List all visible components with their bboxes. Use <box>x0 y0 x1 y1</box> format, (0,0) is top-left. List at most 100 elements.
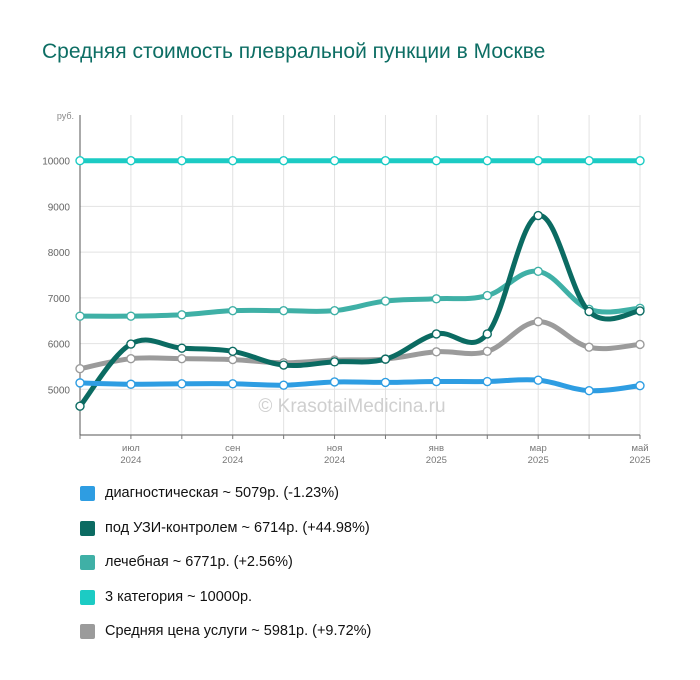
legend-item[interactable]: Средняя цена услуги ~ 5981р. (+9.72%) <box>80 622 371 657</box>
x-tick-label-year: 2024 <box>120 455 141 466</box>
data-point[interactable] <box>380 296 391 306</box>
data-point[interactable] <box>278 360 289 370</box>
data-point[interactable] <box>177 379 187 389</box>
data-point[interactable] <box>75 378 85 388</box>
x-tick-label-year: 2025 <box>629 455 650 466</box>
data-point[interactable] <box>635 306 645 316</box>
legend-item[interactable]: диагностическая ~ 5079р. (-1.23%) <box>80 484 371 519</box>
x-tick-label-year: 2024 <box>222 455 243 466</box>
data-point[interactable] <box>329 156 340 166</box>
legend-swatch <box>80 486 95 501</box>
data-point[interactable] <box>177 156 187 166</box>
data-point[interactable] <box>278 380 289 390</box>
data-point[interactable] <box>533 156 543 166</box>
data-point[interactable] <box>482 290 492 301</box>
series-под-УЗИ-контролем <box>75 210 645 411</box>
legend-swatch <box>80 555 95 570</box>
data-point[interactable] <box>329 305 340 316</box>
x-tick-label-month: май <box>631 443 648 454</box>
data-point[interactable] <box>431 376 442 387</box>
data-point[interactable] <box>177 353 187 364</box>
series-line <box>77 213 643 409</box>
series-диагностическая <box>75 375 645 396</box>
data-point[interactable] <box>126 379 136 389</box>
data-point[interactable] <box>533 316 543 327</box>
data-point[interactable] <box>75 156 85 166</box>
data-point[interactable] <box>431 156 442 166</box>
series-group <box>75 156 645 411</box>
data-point[interactable] <box>75 401 85 411</box>
y-tick-label: 5000 <box>48 385 71 396</box>
x-tick-label-year: 2025 <box>528 455 549 466</box>
y-tick-label: 6000 <box>48 340 71 351</box>
x-tick-label-year: 2025 <box>426 455 447 466</box>
data-point[interactable] <box>533 266 543 277</box>
data-point[interactable] <box>635 339 645 350</box>
x-tick-label-month: июл <box>122 443 140 454</box>
data-point[interactable] <box>228 305 238 316</box>
data-point[interactable] <box>177 343 187 353</box>
data-point[interactable] <box>75 311 85 321</box>
legend-label: Средняя цена услуги ~ 5981р. (+9.72%) <box>105 623 372 639</box>
x-tick-label-month: ноя <box>327 443 343 454</box>
data-point[interactable] <box>482 329 492 339</box>
data-point[interactable] <box>380 354 391 364</box>
legend-swatch <box>80 589 95 605</box>
data-point[interactable] <box>75 364 85 374</box>
legend-swatch <box>80 624 95 639</box>
data-point[interactable] <box>177 310 187 320</box>
data-point[interactable] <box>228 379 238 389</box>
legend-label: диагностическая ~ 5079р. (-1.23%) <box>105 485 339 501</box>
watermark: © KrasotaiMedicina.ru <box>258 396 445 417</box>
data-point[interactable] <box>482 346 492 357</box>
data-point[interactable] <box>380 156 391 166</box>
x-tick-label-month: мар <box>530 443 547 454</box>
series-лечебная <box>75 266 645 321</box>
data-point[interactable] <box>482 156 492 166</box>
data-point[interactable] <box>126 156 136 166</box>
data-point[interactable] <box>533 210 543 221</box>
data-point[interactable] <box>431 329 442 339</box>
y-axis-unit: руб. <box>57 111 74 121</box>
legend-label: лечебная ~ 6771р. (+2.56%) <box>105 554 293 570</box>
data-point[interactable] <box>329 357 340 367</box>
data-point[interactable] <box>228 156 238 166</box>
y-tick-label: 10000 <box>42 157 70 168</box>
data-point[interactable] <box>431 294 442 304</box>
legend: диагностическая ~ 5079р. (-1.23%) под УЗИ… <box>80 484 371 657</box>
data-point[interactable] <box>635 156 645 166</box>
data-point[interactable] <box>126 339 136 349</box>
x-tick-label-month: янв <box>429 443 444 454</box>
x-tick-label-year: 2024 <box>324 455 345 466</box>
legend-swatch <box>80 520 95 536</box>
data-point[interactable] <box>635 380 645 391</box>
data-point[interactable] <box>584 156 594 166</box>
legend-label: 3 категория ~ 10000р. <box>105 588 253 605</box>
data-point[interactable] <box>380 377 391 388</box>
series-line <box>77 268 643 319</box>
series-3-категория <box>75 156 645 166</box>
data-point[interactable] <box>126 353 136 364</box>
data-point[interactable] <box>584 306 594 317</box>
data-point[interactable] <box>228 354 238 365</box>
y-tick-label: 7000 <box>48 294 71 305</box>
data-point[interactable] <box>278 156 289 166</box>
data-point[interactable] <box>533 375 543 385</box>
data-point[interactable] <box>431 347 442 357</box>
data-point[interactable] <box>126 311 136 321</box>
data-point[interactable] <box>228 346 238 357</box>
data-point[interactable] <box>482 376 492 387</box>
y-tick-label: 9000 <box>48 202 71 213</box>
legend-item[interactable]: лечебная ~ 6771р. (+2.56%) <box>80 553 371 588</box>
data-point[interactable] <box>278 305 289 316</box>
x-tick-label-month: сен <box>225 443 240 454</box>
data-point[interactable] <box>584 342 594 352</box>
data-point[interactable] <box>329 377 340 387</box>
legend-label: под УЗИ-контролем ~ 6714р. (+44.98%) <box>105 519 370 536</box>
data-point[interactable] <box>584 385 594 396</box>
legend-item[interactable]: 3 категория ~ 10000р. <box>80 588 371 623</box>
legend-item[interactable]: под УЗИ-контролем ~ 6714р. (+44.98%) <box>80 519 371 554</box>
y-tick-label: 8000 <box>48 248 71 259</box>
line-chart: 5000600070008000900010000руб.июл2024сен2… <box>42 111 650 466</box>
chart-title: Средняя стоимость плевральной пункции в … <box>42 40 546 63</box>
